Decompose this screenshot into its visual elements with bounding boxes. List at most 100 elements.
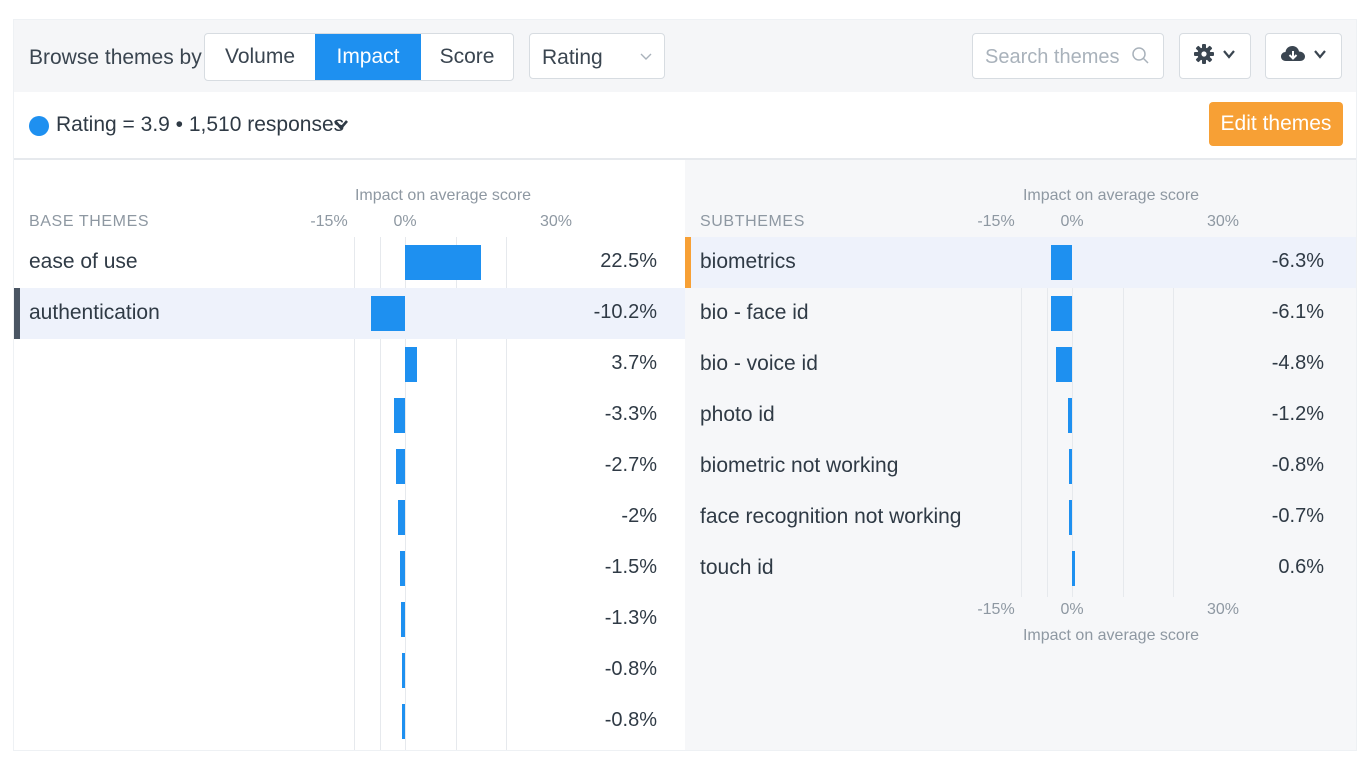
subthemes-heading: SUBTHEMES <box>700 213 805 230</box>
base-theme-row[interactable]: 3.7% <box>14 339 685 390</box>
settings-menu-button[interactable] <box>1179 33 1251 79</box>
gear-icon <box>1193 43 1215 70</box>
base-theme-value: -1.5% <box>604 556 657 578</box>
base-theme-row[interactable]: -1.5% <box>14 543 685 594</box>
axis-tick-bottom: -15% <box>977 601 1015 618</box>
subtheme-value: -6.1% <box>1271 301 1324 323</box>
base-theme-impact-bar <box>395 449 405 484</box>
mode-impact-button[interactable]: Impact <box>315 34 421 80</box>
base-theme-impact-bar <box>400 602 405 637</box>
base-theme-impact-bar <box>398 500 405 535</box>
subtheme-impact-bar <box>1055 347 1072 382</box>
gridline <box>1173 237 1175 597</box>
base-theme-row[interactable]: -3.3% <box>14 390 685 441</box>
axis-tick: 0% <box>1060 213 1084 230</box>
gridline <box>379 237 381 750</box>
axis-tick-bottom: 0% <box>1060 601 1084 618</box>
selected-row-marker <box>14 288 20 339</box>
subtheme-row[interactable]: bio - voice id -4.8% <box>685 339 1356 390</box>
mode-segmented-control: Volume Impact Score <box>204 33 514 81</box>
chevron-down-icon <box>1221 46 1237 67</box>
base-theme-label: authentication <box>29 301 160 324</box>
gridline <box>405 237 406 750</box>
themes-app: Browse themes by Volume Impact Score Rat… <box>14 20 1356 750</box>
gridline <box>1072 237 1073 597</box>
subtheme-label: photo id <box>700 403 775 426</box>
axis-title: Impact on average score <box>1022 187 1200 204</box>
chevron-down-icon <box>1312 46 1328 67</box>
base-theme-impact-bar <box>399 551 405 586</box>
base-theme-impact-bar <box>405 347 418 382</box>
chevron-down-icon[interactable] <box>332 117 350 138</box>
search-icon[interactable] <box>1131 46 1151 71</box>
subtheme-row[interactable]: touch id 0.6% <box>685 543 1356 594</box>
rating-select[interactable]: Rating <box>529 33 665 79</box>
gridline <box>1046 237 1048 597</box>
base-theme-row[interactable]: ease of use 22.5% <box>14 237 685 288</box>
subtheme-value: -0.7% <box>1271 505 1324 527</box>
base-theme-row[interactable]: -1.3% <box>14 594 685 645</box>
axis-tick: 30% <box>1206 213 1240 230</box>
base-theme-value: -1.3% <box>604 607 657 629</box>
cloud-download-icon <box>1280 43 1306 70</box>
subtheme-impact-bar <box>1072 551 1075 586</box>
base-theme-row[interactable]: -2.7% <box>14 441 685 492</box>
axis-tick-bottom: 30% <box>1206 601 1240 618</box>
base-theme-impact-bar <box>402 653 405 688</box>
base-theme-value: 3.7% <box>611 352 657 374</box>
filter-color-dot <box>29 116 49 136</box>
subtheme-row[interactable]: biometric not working -0.8% <box>685 441 1356 492</box>
subtheme-label: biometrics <box>700 250 796 273</box>
subtheme-row[interactable]: face recognition not working -0.7% <box>685 492 1356 543</box>
base-themes-panel: Impact on average score BASE THEMES -15%… <box>14 160 685 750</box>
subtheme-impact-bar <box>1069 449 1072 484</box>
download-menu-button[interactable] <box>1265 33 1342 79</box>
browse-label: Browse themes by <box>29 46 202 69</box>
toolbar: Browse themes by Volume Impact Score Rat… <box>14 20 1356 92</box>
mode-score-button[interactable]: Score <box>439 45 495 68</box>
base-theme-value: 22.5% <box>600 250 657 272</box>
subtheme-value: -4.8% <box>1271 352 1324 374</box>
subtheme-impact-bar <box>1051 296 1072 331</box>
subtheme-value: -0.8% <box>1271 454 1324 476</box>
axis-tick: 0% <box>393 213 417 230</box>
subtheme-row[interactable]: photo id -1.2% <box>685 390 1356 441</box>
base-theme-value: -3.3% <box>604 403 657 425</box>
subtheme-impact-bar <box>1069 500 1072 535</box>
base-theme-row[interactable]: -2% <box>14 492 685 543</box>
subtheme-label: face recognition not working <box>700 505 962 528</box>
chevron-down-icon <box>638 46 654 71</box>
base-theme-row[interactable]: -0.8% <box>14 645 685 696</box>
gridline <box>354 237 356 750</box>
subtheme-value: -1.2% <box>1271 403 1324 425</box>
base-theme-row[interactable]: -0.8% <box>14 696 685 747</box>
subtheme-label: touch id <box>700 556 774 579</box>
base-theme-row[interactable]: authentication -10.2% <box>14 288 685 339</box>
axis-tick: 30% <box>539 213 573 230</box>
base-theme-impact-bar <box>393 398 405 433</box>
base-themes-heading: BASE THEMES <box>29 213 150 230</box>
filter-summary[interactable]: Rating = 3.9 • 1,510 responses <box>56 113 345 136</box>
gridline <box>1021 237 1023 597</box>
subtheme-row[interactable]: biometrics -6.3% <box>685 237 1356 288</box>
axis-title: Impact on average score <box>354 187 532 204</box>
subtheme-row[interactable]: bio - face id -6.1% <box>685 288 1356 339</box>
mode-volume-button[interactable]: Volume <box>224 45 296 68</box>
search-input[interactable] <box>983 42 1135 72</box>
base-theme-value: -0.8% <box>604 658 657 680</box>
base-theme-value: -0.8% <box>604 709 657 731</box>
rating-select-value: Rating <box>542 46 603 69</box>
base-theme-impact-bar <box>402 704 405 739</box>
base-theme-impact-bar <box>370 296 405 331</box>
edit-themes-button[interactable]: Edit themes <box>1209 102 1343 146</box>
subtheme-impact-bar <box>1050 245 1072 280</box>
axis-title-bottom: Impact on average score <box>1022 627 1200 644</box>
axis-tick: -15% <box>977 213 1015 230</box>
base-theme-label: ease of use <box>29 250 138 273</box>
subtheme-label: biometric not working <box>700 454 899 477</box>
gridline <box>455 237 457 750</box>
subthemes-panel: Impact on average score SUBTHEMES -15% 0… <box>685 160 1356 750</box>
subtheme-value: -6.3% <box>1271 250 1324 272</box>
gridline <box>506 237 508 750</box>
axis-tick: -15% <box>310 213 348 230</box>
